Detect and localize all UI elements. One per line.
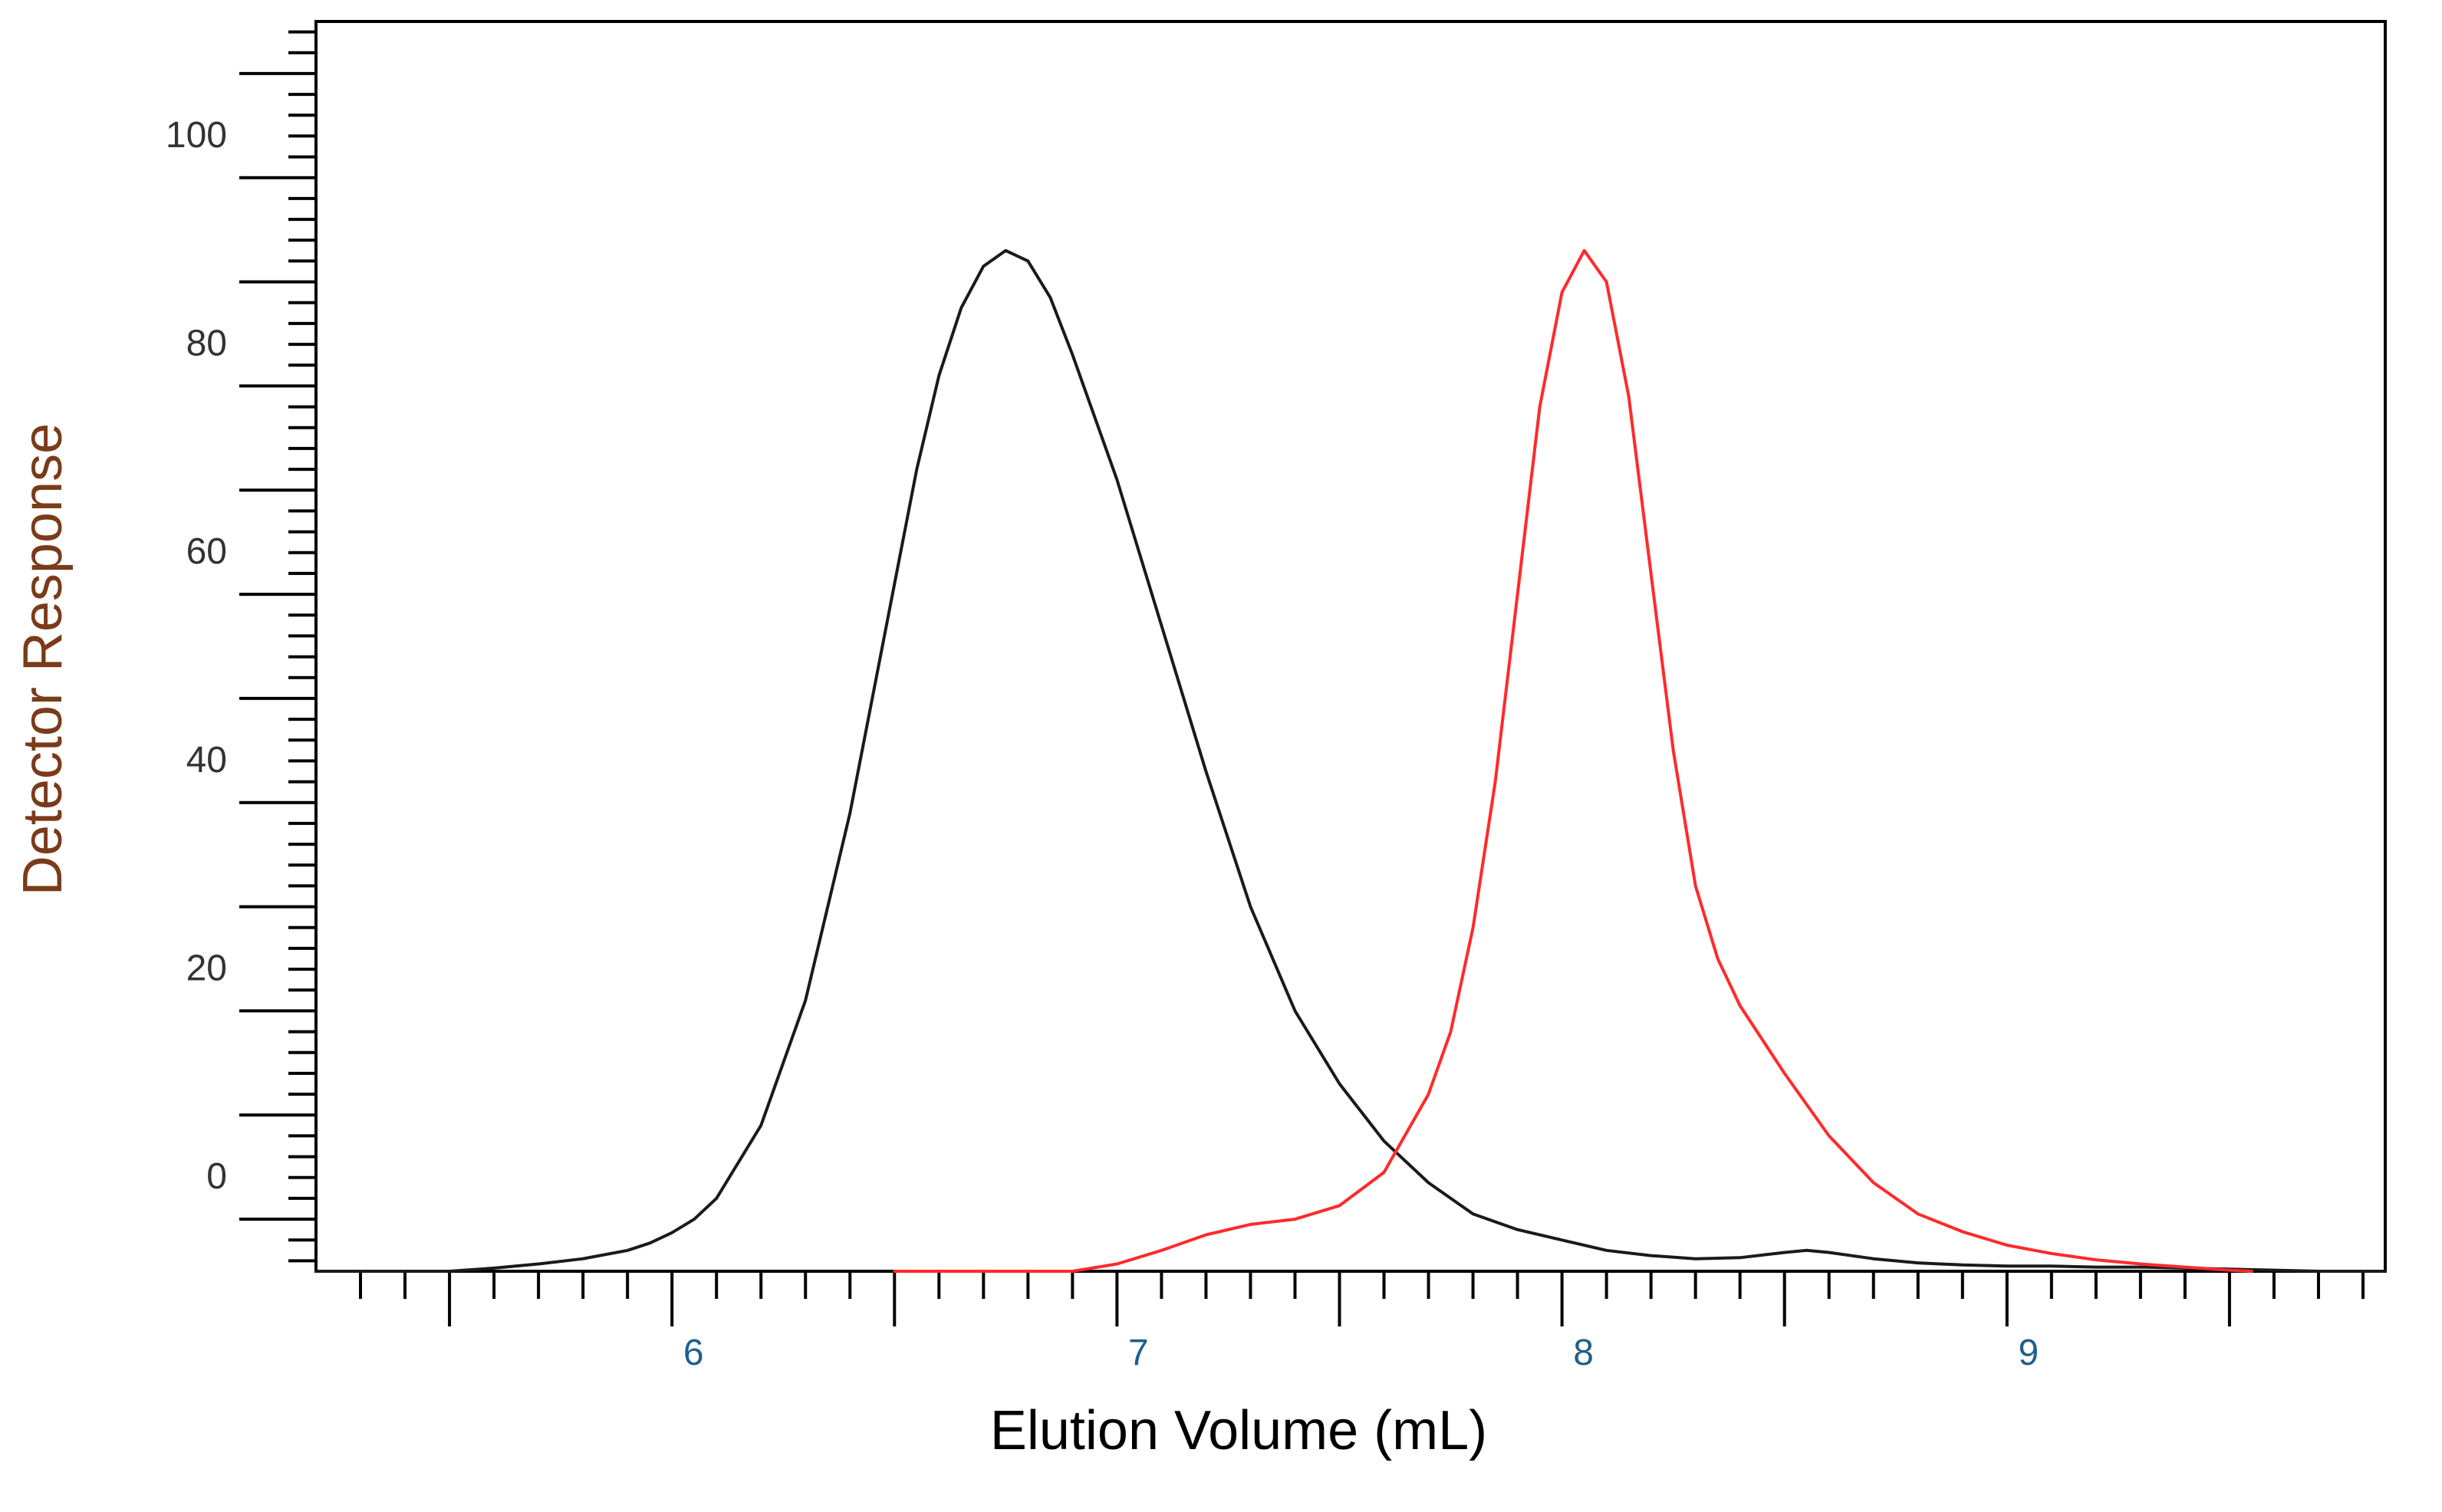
- y-tick-label: 20: [186, 948, 227, 988]
- y-axis: 0 20 40 60 80 100: [166, 30, 316, 1263]
- y-tick-label: 0: [206, 1156, 227, 1197]
- series-line-2: [893, 248, 2253, 1273]
- y-axis-title: Detector Response: [12, 423, 74, 896]
- x-tick-label: 8: [1573, 1333, 1594, 1373]
- plot-area: [314, 248, 2387, 1273]
- plot-frame: [314, 20, 2387, 1273]
- y-tick-label: 40: [186, 740, 227, 781]
- y-tick-label: 60: [186, 531, 227, 572]
- x-tick-label: 6: [683, 1333, 704, 1373]
- y-tick-label: 100: [166, 115, 227, 156]
- x-tick-label: 7: [1128, 1333, 1149, 1373]
- x-axis-title: Elution Volume (mL): [990, 1400, 1487, 1461]
- x-tick-label: 9: [2018, 1333, 2039, 1373]
- y-tick-label: 80: [186, 323, 227, 363]
- series-line-1: [314, 248, 2387, 1273]
- x-axis: 6 7 8 9: [359, 1271, 2365, 1373]
